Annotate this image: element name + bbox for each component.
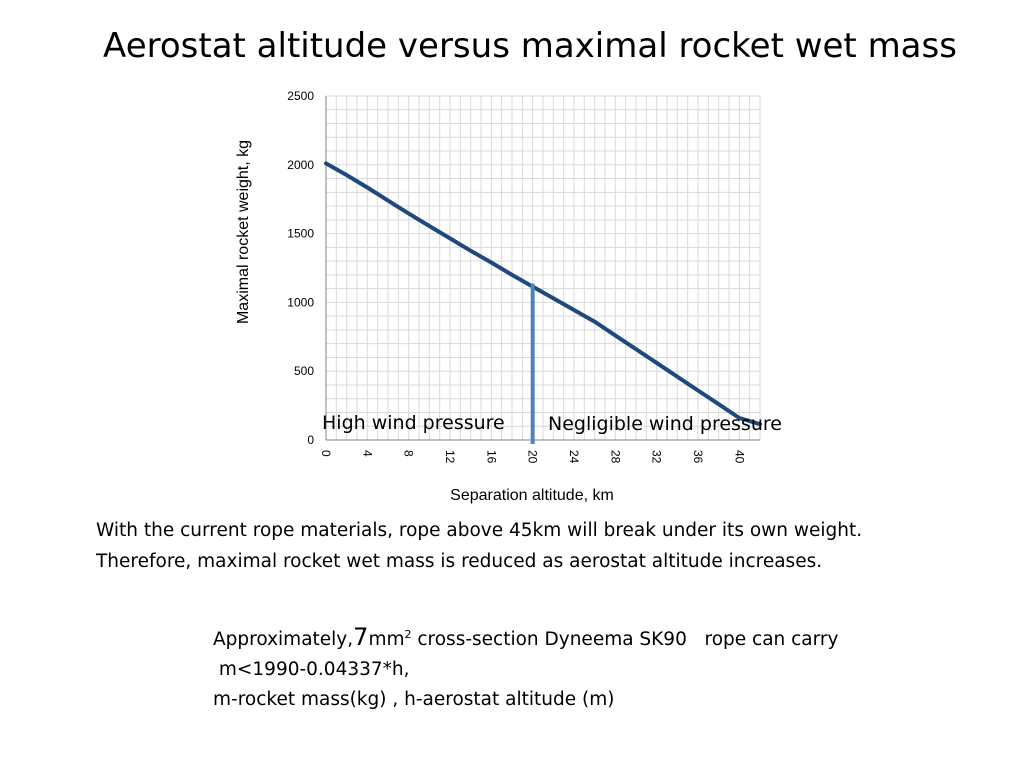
series-line [324,161,762,427]
body-line-2: Therefore, maximal rocket wet mass is re… [96,551,823,572]
x-tick-label: 36 [691,450,705,464]
x-tick-label: 12 [443,450,457,464]
y-tick-labels: 0 500 1000 1500 2000 2500 [287,89,314,447]
note-rest: cross-section Dyneema SK90 rope can carr… [411,629,839,650]
y-tick-label: 2000 [287,158,314,172]
x-tick-label: 4 [360,450,374,457]
note-unit: mm [368,629,405,650]
body-line-1: With the current rope materials, rope ab… [96,520,863,541]
x-axis-title: Separation altitude, km [450,487,614,504]
x-tick-labels: 0 4 8 12 16 20 24 28 32 36 40 [319,450,746,464]
y-axis-title: Maximal rocket weight, kg [235,140,252,324]
y-tick-label: 1000 [287,295,314,309]
x-tick-label: 0 [319,450,333,457]
high-wind-label: High wind pressure [322,412,505,434]
x-tick-label: 16 [484,450,498,464]
x-tick-label: 20 [526,450,540,464]
note-prefix: Approximately, [213,629,354,650]
note-line-3: m-rocket mass(kg) , h-aerostat altitude … [213,689,615,710]
x-tick-label: 24 [567,450,581,464]
slide-title: Aerostat altitude versus maximal rocket … [103,26,957,66]
y-tick-label: 1500 [287,227,314,241]
negligible-wind-label: Negligible wind pressure [548,413,782,435]
note-exponent: 2 [404,627,412,641]
x-tick-label: 8 [402,450,416,457]
y-tick-label: 500 [294,364,314,378]
y-tick-label: 2500 [287,89,314,103]
note-number: 7 [353,623,369,651]
x-tick-label: 32 [650,450,664,464]
y-tick-label: 0 [307,433,314,447]
note-line-1: Approximately,7mm2 cross-section Dyneema… [213,622,838,655]
note-line-2: m<1990-0.04337*h, [213,659,410,680]
x-tick-label: 28 [608,450,622,464]
formula-note: Approximately,7mm2 cross-section Dyneema… [213,622,838,715]
x-tick-label: 40 [732,450,746,464]
